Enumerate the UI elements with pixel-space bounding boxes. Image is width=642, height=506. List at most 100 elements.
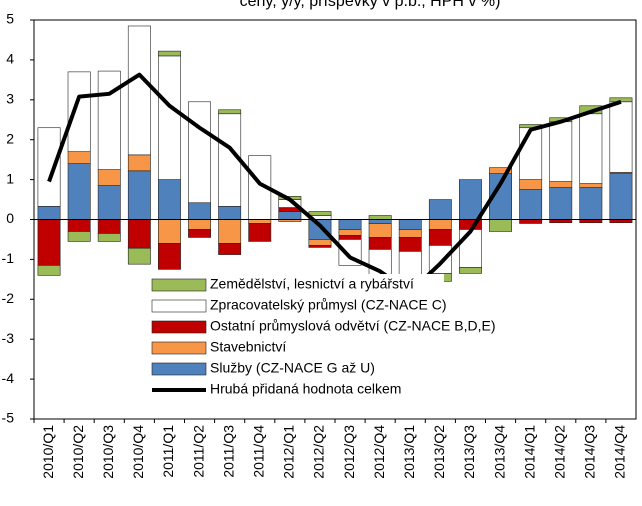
legend-swatch	[151, 320, 207, 334]
bar-segment	[579, 183, 603, 188]
x-tick-label: 2014/Q2	[551, 425, 567, 479]
bar-segment	[218, 219, 242, 244]
bar-segment	[609, 97, 633, 103]
bar-segment	[398, 229, 422, 238]
bar-segment	[459, 179, 482, 220]
bar-segment	[338, 219, 362, 230]
bar-segment	[127, 170, 151, 220]
bar-segment	[158, 50, 181, 57]
y-tick-label: -2	[2, 290, 15, 306]
bar-segment	[188, 229, 211, 238]
bar-segment	[37, 265, 61, 276]
legend-label: Ostatní průmyslová odvětví (CZ-NACE B,D,…	[210, 318, 496, 334]
bar-segment	[398, 237, 422, 252]
bar-segment	[308, 245, 332, 248]
bar-segment	[459, 267, 482, 274]
x-tick-label: 2013/Q1	[401, 425, 417, 479]
x-tick-label: 2011/Q3	[220, 425, 236, 478]
bar-segment	[97, 185, 121, 220]
bar-segment	[519, 189, 543, 220]
bar-segment	[37, 219, 61, 266]
y-tick-label: 1	[6, 170, 14, 186]
x-tick-label: 2010/Q3	[100, 425, 116, 479]
bar-segment	[218, 206, 242, 220]
x-tick-label: 2013/Q2	[431, 425, 447, 479]
bar-segment	[158, 55, 181, 180]
bar-segment	[188, 202, 211, 220]
bar-segment	[609, 101, 633, 173]
x-tick-label: 2012/Q2	[311, 425, 327, 479]
bar-segment	[37, 206, 61, 220]
bar-segment	[158, 179, 181, 220]
y-tick-label: -1	[2, 250, 15, 266]
x-tick-label: 2010/Q4	[130, 425, 146, 479]
legend-swatch	[151, 278, 207, 292]
bar-segment	[188, 101, 211, 204]
bar-segment	[368, 237, 392, 250]
legend-label: Stavebnictví	[210, 339, 286, 355]
x-tick-label: 2014/Q3	[582, 425, 598, 479]
bar-segment	[158, 219, 181, 244]
bar-segment	[368, 219, 392, 224]
bar-segment	[97, 70, 121, 170]
legend-swatch	[151, 299, 207, 313]
x-tick-label: 2013/Q4	[491, 425, 507, 479]
legend-label: Hrubá přidaná hodnota celkem	[210, 381, 401, 397]
bar-segment	[519, 179, 543, 190]
bar-segment	[489, 219, 512, 232]
x-tick-label: 2013/Q3	[461, 425, 477, 479]
bar-segment	[67, 163, 91, 220]
bar-segment	[368, 215, 392, 220]
bar-segment	[97, 219, 121, 234]
chart-title: ceny, y/y, příspěvky v p.b., HPH v %)	[240, 0, 501, 10]
bar-segment	[338, 235, 362, 240]
bar-segment	[368, 223, 392, 238]
bar-segment	[519, 219, 543, 224]
bar-segment	[248, 223, 272, 242]
y-tick-label: 5	[6, 11, 14, 27]
bar-segment	[398, 219, 422, 230]
bar-segment	[428, 219, 452, 230]
bar-segment	[428, 229, 452, 246]
x-tick-label: 2012/Q1	[281, 425, 297, 479]
y-tick-label: 3	[6, 91, 14, 107]
y-tick-label: 4	[6, 51, 14, 67]
bar-segment	[549, 121, 573, 182]
y-tick-label: -4	[2, 370, 15, 386]
bar-segment	[609, 173, 633, 220]
y-tick-label: -5	[2, 410, 15, 426]
x-tick-label: 2010/Q1	[40, 425, 56, 479]
x-tick-label: 2011/Q2	[190, 425, 206, 478]
x-tick-label: 2011/Q4	[250, 425, 266, 478]
bar-segment	[37, 127, 61, 207]
legend-label: Zemědělství, lesnictví a rybářství	[210, 276, 414, 292]
bar-segment	[67, 231, 91, 242]
legend-label: Služby (CZ-NACE G až U)	[210, 360, 375, 376]
bar-segment	[459, 229, 482, 268]
bar-segment	[549, 187, 573, 220]
x-tick-label: 2012/Q4	[371, 425, 387, 479]
bar-segment	[188, 219, 211, 230]
bar-segment	[97, 233, 121, 242]
bar-segment	[67, 151, 91, 164]
bar-segment	[248, 219, 272, 224]
bar-segment	[67, 219, 91, 232]
x-tick-label: 2010/Q2	[70, 425, 86, 479]
bar-segment	[97, 169, 121, 186]
y-tick-label: 0	[6, 210, 14, 226]
bar-segment	[428, 199, 452, 220]
total-line	[47, 72, 622, 295]
bar-segment	[489, 167, 512, 174]
bar-segment	[67, 71, 91, 152]
bar-segment	[127, 154, 151, 172]
bar-segment	[278, 211, 302, 220]
bar-segment	[308, 239, 332, 246]
legend-label: Zpracovatelský průmysl (CZ-NACE C)	[210, 297, 446, 313]
x-tick-label: 2011/Q1	[160, 425, 176, 478]
x-tick-label: 2014/Q1	[521, 425, 537, 479]
legend-swatch	[151, 341, 207, 355]
x-tick-label: 2014/Q4	[612, 425, 628, 479]
legend-box	[148, 274, 444, 406]
bar-segment	[579, 113, 603, 184]
